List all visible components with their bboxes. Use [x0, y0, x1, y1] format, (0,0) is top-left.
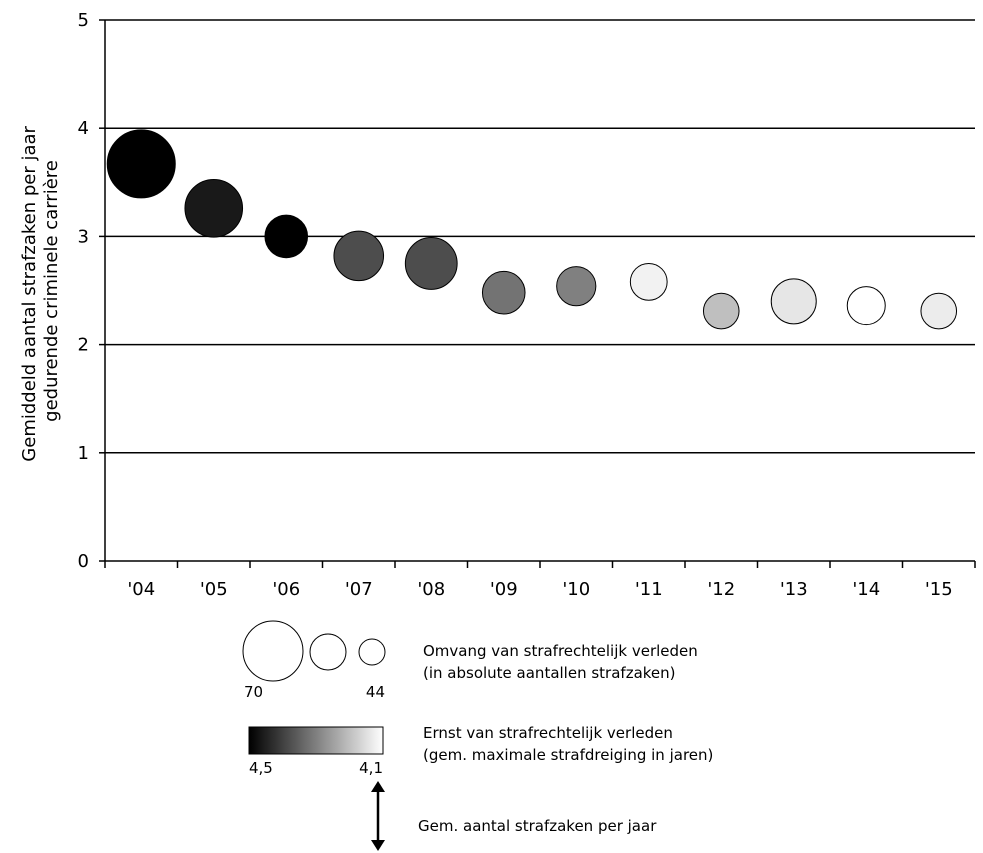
- bubble-10: [556, 266, 597, 307]
- y-tick-label: 2: [78, 335, 89, 356]
- y-tick-label: 1: [78, 443, 89, 464]
- y-tick-label: 0: [78, 551, 89, 572]
- arrow-legend: Gem. aantal strafzaken per jaar: [371, 781, 657, 851]
- size-legend-circle-small: [358, 638, 386, 666]
- x-tick-labels: '04 '05 '06 '07 '08 '09 '10 '11 '12 '13 '14 '15: [127, 579, 952, 600]
- x-tick-label: '07: [345, 579, 373, 600]
- x-tick-label: '13: [780, 579, 808, 600]
- bubble-14: [846, 286, 886, 326]
- x-tick-label: '14: [852, 579, 880, 600]
- bubble-07: [333, 230, 385, 282]
- x-tick-label: '11: [635, 579, 663, 600]
- legend: 70 44 Omvang van strafrechtelijk verlede…: [242, 620, 713, 851]
- bubble-05: [184, 178, 244, 238]
- y-tick-label: 4: [78, 118, 89, 139]
- x-tick-label: '06: [272, 579, 300, 600]
- x-tick-label: '04: [127, 579, 155, 600]
- bubble-15: [920, 292, 958, 330]
- severity-legend-subtitle: (gem. maximale strafdreiging in jaren): [423, 746, 713, 764]
- axes: [104, 20, 975, 562]
- severity-legend-title: Ernst van strafrechtelijk verleden: [423, 724, 673, 742]
- y-axis-label: Gemiddeld aantal strafzaken per jaar ged…: [19, 120, 62, 461]
- double-arrow-icon: [371, 781, 385, 851]
- severity-legend-min-label: 4,1: [359, 759, 383, 777]
- y-tick-label: 5: [78, 10, 89, 31]
- size-legend-max-label: 70: [244, 683, 263, 701]
- bubble-13: [770, 278, 817, 325]
- size-legend: 70 44 Omvang van strafrechtelijk verlede…: [242, 620, 698, 701]
- arrow-legend-label: Gem. aantal strafzaken per jaar: [418, 817, 657, 835]
- x-tick-label: '05: [200, 579, 228, 600]
- y-axis-label-line2: gedurende criminele carrière: [41, 160, 62, 422]
- bubble-09: [481, 270, 526, 315]
- size-legend-circle-large: [242, 620, 304, 682]
- bubble-04: [106, 129, 176, 199]
- size-legend-subtitle: (in absolute aantallen strafzaken): [423, 664, 676, 682]
- x-tick-label: '08: [417, 579, 445, 600]
- bubble-06: [264, 214, 309, 259]
- size-legend-circle-medium: [309, 633, 347, 671]
- bubble-08: [404, 237, 458, 290]
- grid-lines: [99, 19, 976, 568]
- x-tick-label: '15: [925, 579, 953, 600]
- bubble-11: [629, 262, 668, 301]
- severity-legend-max-label: 4,5: [249, 759, 273, 777]
- x-tick-label: '10: [562, 579, 590, 600]
- bubbles: [106, 129, 958, 330]
- bubble-12: [702, 292, 740, 330]
- y-tick-labels: 0 1 2 3 4 5: [78, 10, 89, 572]
- size-legend-min-label: 44: [366, 683, 385, 701]
- severity-legend: 4,5 4,1 Ernst van strafrechtelijk verled…: [248, 724, 713, 777]
- x-tick-label: '09: [490, 579, 518, 600]
- y-tick-label: 3: [78, 226, 89, 247]
- y-axis-label-line1: Gemiddeld aantal strafzaken per jaar: [19, 125, 40, 461]
- size-legend-title: Omvang van strafrechtelijk verleden: [423, 642, 698, 660]
- severity-gradient-bar: [248, 726, 384, 755]
- x-tick-label: '12: [707, 579, 735, 600]
